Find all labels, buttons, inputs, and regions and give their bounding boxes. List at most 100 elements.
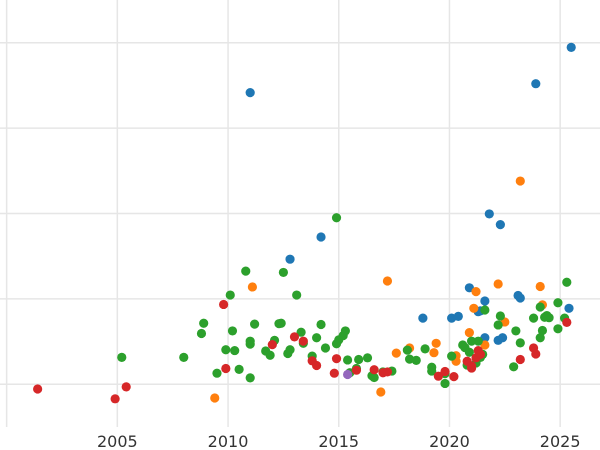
data-point-s2-20 bbox=[278, 267, 288, 278]
data-point-s2-28 bbox=[316, 319, 326, 330]
data-point-s1-3 bbox=[382, 276, 393, 286]
data-point-s1-0 bbox=[210, 393, 220, 403]
data-point-s3-9 bbox=[312, 360, 322, 371]
data-point-s2-69 bbox=[535, 333, 545, 343]
data-point-s2-46 bbox=[411, 355, 421, 365]
data-point-s3-5 bbox=[267, 339, 277, 350]
data-point-s2-3 bbox=[199, 318, 209, 328]
data-point-s2-23 bbox=[292, 290, 302, 300]
data-point-s0-17 bbox=[531, 79, 541, 89]
data-point-s1-13 bbox=[480, 340, 490, 350]
data-point-s2-57 bbox=[466, 336, 477, 346]
data-point-s1-6 bbox=[429, 348, 439, 358]
data-point-s0-19 bbox=[566, 42, 576, 52]
data-point-s0-2 bbox=[316, 232, 326, 242]
data-point-s3-27 bbox=[531, 349, 541, 359]
data-point-s2-14 bbox=[250, 319, 260, 329]
data-point-s2-52 bbox=[447, 351, 457, 361]
data-point-s3-25 bbox=[515, 354, 525, 365]
data-point-s3-15 bbox=[382, 367, 393, 377]
data-point-s2-16 bbox=[265, 350, 275, 360]
data-point-s2-47 bbox=[420, 344, 430, 354]
data-point-s3-0 bbox=[33, 384, 43, 394]
data-point-s2-8 bbox=[230, 345, 240, 356]
data-point-s3-7 bbox=[298, 336, 308, 346]
data-point-s2-62 bbox=[480, 305, 490, 315]
data-point-s2-34 bbox=[340, 326, 350, 336]
data-point-s2-0 bbox=[117, 352, 127, 362]
data-point-s2-64 bbox=[495, 311, 505, 321]
data-point-s2-6 bbox=[225, 290, 235, 300]
data-point-s2-44 bbox=[402, 345, 412, 355]
data-point-s4-0 bbox=[343, 369, 353, 380]
data-point-s3-21 bbox=[466, 363, 477, 373]
data-point-s2-41 bbox=[369, 372, 379, 383]
data-point-s1-2 bbox=[376, 387, 386, 397]
data-point-s0-3 bbox=[418, 313, 428, 323]
data-point-s2-10 bbox=[241, 266, 251, 276]
data-point-s2-71 bbox=[537, 325, 548, 336]
x-tick-label-4: 2025 bbox=[540, 432, 581, 450]
data-point-s2-5 bbox=[221, 345, 231, 355]
data-point-s2-19 bbox=[276, 318, 286, 328]
data-point-s2-27 bbox=[312, 333, 322, 343]
data-point-s3-16 bbox=[433, 371, 443, 381]
data-point-s2-59 bbox=[473, 336, 483, 346]
data-point-s2-7 bbox=[227, 326, 238, 336]
x-axis-ticks: 2005 2010 2015 2020 2025 bbox=[97, 432, 581, 450]
data-point-s3-10 bbox=[329, 368, 339, 378]
data-point-s2-78 bbox=[562, 277, 572, 287]
data-point-s1-12 bbox=[471, 287, 481, 297]
data-point-s0-13 bbox=[495, 220, 505, 230]
data-point-s1-1 bbox=[247, 282, 257, 292]
data-point-s2-13 bbox=[245, 373, 255, 383]
data-point-s0-11 bbox=[484, 209, 494, 219]
data-point-s0-16 bbox=[515, 293, 525, 303]
data-point-s0-5 bbox=[453, 311, 463, 322]
data-point-s1-14 bbox=[493, 279, 503, 289]
data-point-s0-18 bbox=[564, 303, 574, 313]
data-point-s3-17 bbox=[440, 366, 450, 377]
data-point-s2-4 bbox=[212, 368, 222, 378]
x-tick-label-0: 2005 bbox=[97, 432, 138, 450]
data-point-s1-16 bbox=[515, 176, 525, 186]
data-point-s2-9 bbox=[234, 364, 244, 374]
data-point-s1-7 bbox=[431, 338, 441, 348]
data-point-s1-4 bbox=[391, 348, 401, 358]
data-point-s2-67 bbox=[515, 338, 525, 348]
data-point-s2-74 bbox=[544, 313, 554, 323]
data-point-s3-28 bbox=[562, 317, 572, 327]
data-point-s2-12 bbox=[245, 339, 255, 349]
x-tick-label-3: 2020 bbox=[429, 432, 470, 450]
x-tick-label-2: 2015 bbox=[318, 432, 359, 450]
data-point-s0-6 bbox=[464, 283, 474, 293]
data-point-s2-66 bbox=[511, 326, 521, 336]
points-layer bbox=[33, 42, 576, 404]
data-point-s2-39 bbox=[362, 353, 373, 363]
data-point-s3-3 bbox=[219, 299, 229, 310]
data-point-s0-0 bbox=[245, 88, 255, 98]
data-point-s3-2 bbox=[121, 382, 131, 392]
data-point-s2-70 bbox=[535, 302, 545, 312]
data-point-s1-10 bbox=[464, 328, 474, 338]
data-point-s3-24 bbox=[475, 349, 486, 360]
data-point-s2-49 bbox=[427, 366, 437, 376]
data-point-s2-22 bbox=[285, 345, 295, 355]
data-point-s0-1 bbox=[285, 254, 295, 264]
data-point-s2-24 bbox=[296, 327, 306, 337]
data-point-s2-65 bbox=[509, 362, 519, 372]
data-point-s2-63 bbox=[493, 320, 503, 330]
data-point-s3-11 bbox=[331, 354, 342, 364]
data-point-s3-6 bbox=[289, 332, 300, 342]
data-point-s3-13 bbox=[369, 365, 379, 375]
data-point-s1-17 bbox=[535, 281, 545, 292]
data-point-s2-31 bbox=[331, 213, 342, 223]
data-point-s1-11 bbox=[469, 303, 479, 313]
data-point-s2-56 bbox=[464, 347, 474, 357]
data-point-s0-14 bbox=[497, 333, 508, 343]
data-point-s2-38 bbox=[354, 354, 364, 365]
data-point-s0-10 bbox=[480, 296, 490, 306]
data-point-s2-68 bbox=[528, 313, 539, 323]
data-point-s2-50 bbox=[440, 378, 450, 389]
